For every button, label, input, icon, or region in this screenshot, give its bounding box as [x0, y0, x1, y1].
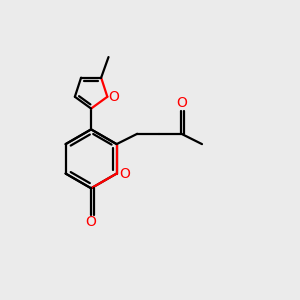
Text: O: O [119, 167, 130, 181]
Text: O: O [176, 97, 187, 110]
Text: O: O [108, 90, 119, 104]
Text: O: O [86, 215, 97, 229]
